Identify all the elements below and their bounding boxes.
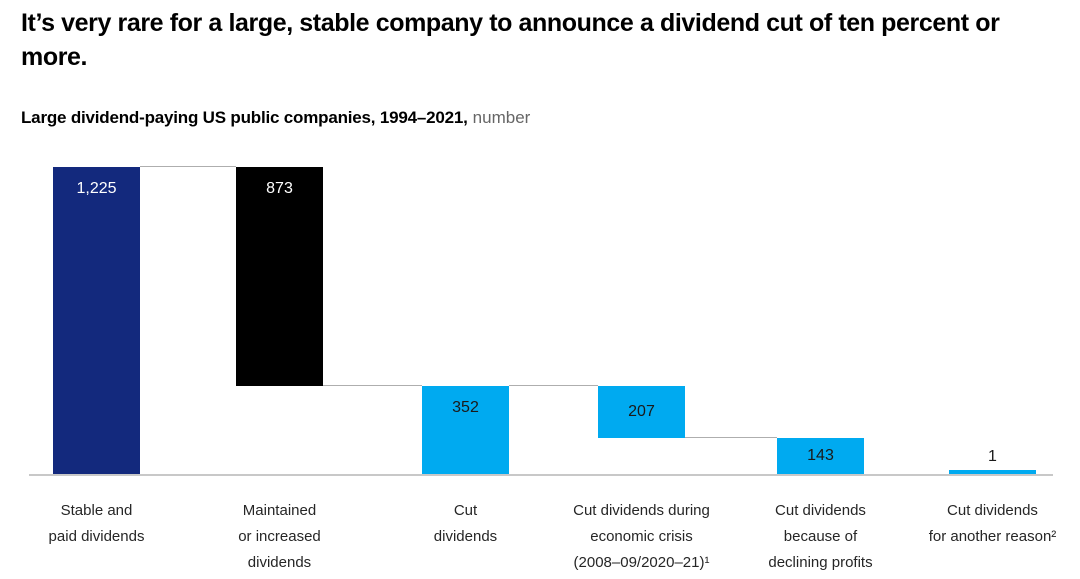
bar-category-label: Cut dividends during economic crisis (2008… (532, 498, 752, 576)
bar-value-label: 1 (988, 448, 997, 465)
bar-category-label: Cut dividends for another reason² (883, 498, 1080, 550)
chart-bar (422, 386, 509, 474)
category-label-line: for another reason² (928, 528, 1057, 545)
bar-category-label: Cut dividends (356, 498, 576, 550)
chart-bar (236, 167, 323, 386)
exhibit-title: It’s very rare for a large, stable compa… (21, 9, 1000, 71)
category-label-line: Maintained (242, 502, 317, 519)
bar-category-label: Stable and paid dividends (0, 498, 207, 550)
connector-line (685, 437, 777, 438)
subtitle-unit: number (472, 108, 531, 127)
bar-value-label: 352 (452, 399, 479, 416)
chart-bar (949, 470, 1036, 474)
chart-bar (53, 167, 140, 474)
subtitle-description: Large dividend-paying US public companie… (21, 108, 468, 127)
bar-value-label: 207 (628, 403, 655, 420)
category-label-line: Stable and (60, 502, 133, 519)
category-label-line: dividends (247, 554, 312, 571)
x-axis-baseline (29, 474, 1053, 476)
bar-category-label: Cut dividends because of declining profits (711, 498, 931, 576)
bar-value-label: 1,225 (76, 180, 117, 197)
chart-bar (598, 386, 685, 438)
category-label-line: Cut dividends (775, 502, 866, 519)
bar-category-label: Maintained or increased dividends (170, 498, 390, 576)
bar-value-label: 143 (807, 447, 834, 464)
category-label-line: or increased (238, 528, 321, 545)
exhibit-subtitle: Large dividend-paying US public companie… (21, 107, 1021, 129)
category-label-line: declining profits (768, 554, 873, 571)
category-label-line: economic crisis (590, 528, 693, 545)
category-label-line: paid dividends (48, 528, 145, 545)
connector-line (323, 385, 422, 386)
category-label-line: Cut (453, 502, 478, 519)
connector-line (140, 166, 236, 167)
category-label-line: because of (783, 528, 858, 545)
bar-value-label: 873 (266, 180, 293, 197)
category-label-line: (2008–09/2020–21)¹ (573, 554, 710, 571)
chart-bar (777, 438, 864, 474)
category-label-line: dividends (433, 528, 498, 545)
connector-line (509, 385, 598, 386)
category-label-line: Cut dividends (947, 502, 1038, 519)
category-label-line: Cut dividends during (573, 502, 710, 519)
